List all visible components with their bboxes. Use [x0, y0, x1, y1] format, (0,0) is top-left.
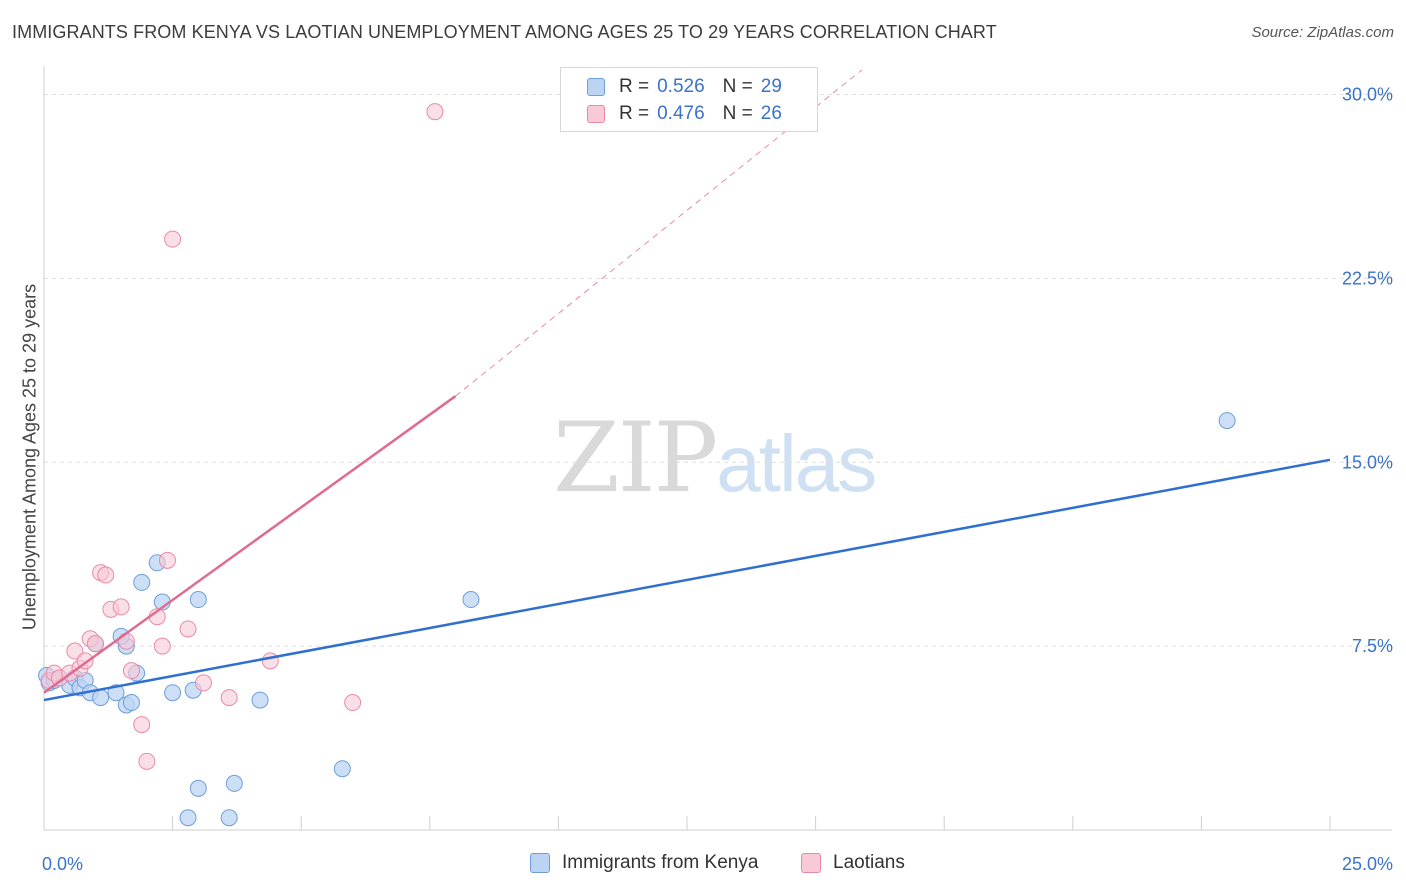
kenya-point [164, 684, 182, 702]
y-tick-label: 7.5% [1352, 636, 1393, 656]
kenya-point [179, 809, 197, 827]
kenya-point [1218, 412, 1236, 430]
watermark-atlas: atlas [716, 419, 877, 508]
kenya-point [92, 689, 110, 707]
legend-swatch-laotians [587, 105, 605, 123]
kenya-point [122, 694, 140, 712]
series-legend: Immigrants from Kenya Laotians [0, 852, 1406, 876]
laotian-point [138, 752, 156, 770]
laotian-point [179, 620, 197, 638]
stats-legend: R = 0.526 N = 29 R = 0.476 N = 26 [560, 67, 818, 132]
laotian-point [117, 632, 135, 650]
watermark-zip: ZIP [553, 402, 718, 514]
y-axis-label: Unemployment Among Ages 25 to 29 years [19, 283, 40, 631]
x-tick-label: 25.0% [1342, 854, 1393, 874]
laotian-point [194, 674, 212, 692]
legend-swatch-kenya [587, 78, 605, 96]
legend-n-value: 26 [760, 103, 782, 124]
kenya-point [189, 779, 207, 797]
laotian-point [344, 694, 362, 712]
kenya-point [133, 573, 151, 591]
zipatlas-watermark: ZIPatlas [553, 402, 877, 514]
kenya-trendline [43, 458, 1331, 702]
legend-r-value: 0.476 [657, 103, 705, 124]
laotian-point [133, 716, 151, 734]
kenya-point [107, 684, 125, 702]
laotian-point [112, 598, 130, 616]
legend-n-label: N = [722, 103, 753, 124]
laotian-point [220, 689, 238, 707]
kenya-point [462, 591, 480, 609]
legend-swatch-laotians [801, 853, 821, 873]
laotian-point [164, 230, 182, 248]
laotian-point [86, 635, 104, 653]
legend-row-kenya: R = 0.526 N = 29 [587, 75, 782, 99]
y-tick-label: 30.0% [1342, 85, 1393, 105]
legend-n-label: N = [722, 76, 753, 97]
legend-r-label: R = [619, 76, 650, 97]
legend-item-laotians[interactable]: Laotians [801, 852, 905, 874]
x-tick-label: 0.0% [42, 854, 83, 874]
legend-label-laotians: Laotians [833, 852, 905, 873]
kenya-point [220, 809, 238, 827]
laotian-point [122, 662, 140, 680]
kenya-point [333, 760, 351, 778]
legend-item-kenya[interactable]: Immigrants from Kenya [530, 852, 758, 874]
legend-r-value: 0.526 [657, 76, 705, 97]
laotian-point [261, 652, 279, 670]
laotian-point [153, 637, 171, 655]
legend-swatch-kenya [530, 853, 550, 873]
laotian-point [66, 642, 84, 660]
y-tick-label: 22.5% [1342, 268, 1393, 288]
laotian-point [97, 566, 115, 584]
legend-label-kenya: Immigrants from Kenya [562, 852, 759, 873]
kenya-point [225, 774, 243, 792]
legend-row-laotians: R = 0.476 N = 26 [587, 102, 782, 126]
source-label: Source: ZipAtlas.com [1251, 24, 1394, 41]
laotian-point [426, 103, 444, 121]
laotian-trendline [43, 395, 457, 694]
laotian-point [158, 551, 176, 569]
legend-r-label: R = [619, 103, 650, 124]
kenya-point [189, 591, 207, 609]
kenya-point [251, 691, 269, 709]
chart-title: IMMIGRANTS FROM KENYA VS LAOTIAN UNEMPLO… [12, 22, 997, 42]
y-tick-label: 15.0% [1342, 452, 1393, 472]
legend-n-value: 29 [760, 76, 782, 97]
